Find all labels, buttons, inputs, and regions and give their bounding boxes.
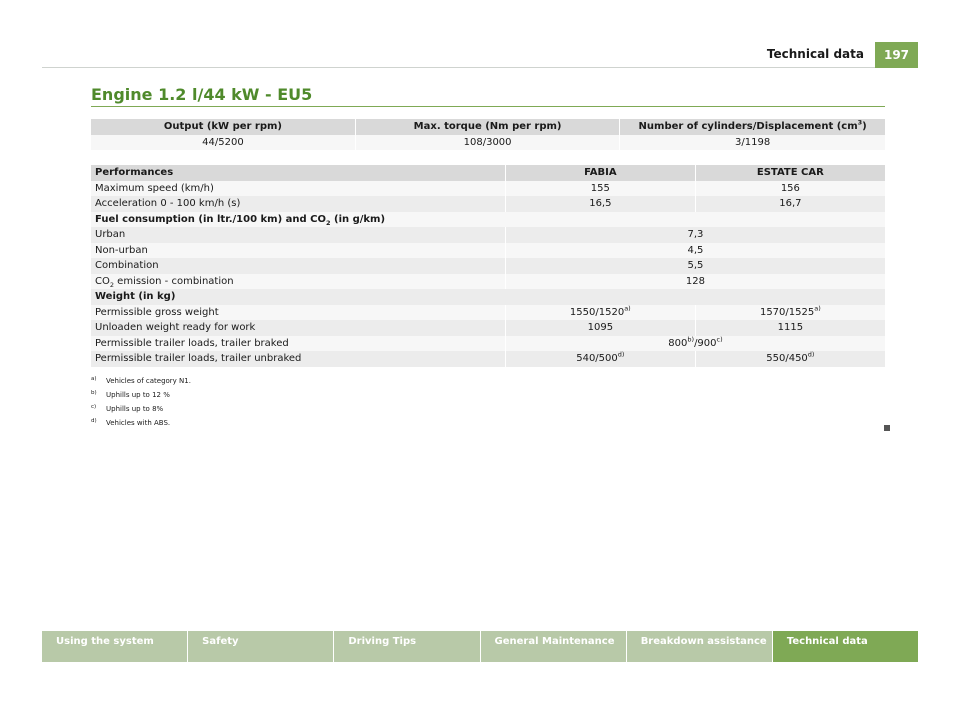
nav-tab-driving-tips[interactable]: Driving Tips xyxy=(334,631,481,662)
footnote: c) Uphills up to 8% xyxy=(91,404,164,413)
cylinders-header: Number of cylinders/Displacement (cm3) xyxy=(619,119,885,135)
merged-value: 5,5 xyxy=(504,258,885,274)
nav-tab-technical-data[interactable]: Technical data xyxy=(772,631,919,662)
torque-value: 108/3000 xyxy=(354,134,620,150)
fabia-value: 1095 xyxy=(504,320,696,336)
row-label: Non-urban xyxy=(91,242,506,258)
estate-value: 1570/1525a) xyxy=(694,304,885,320)
row-label: Permissible trailer loads, trailer unbra… xyxy=(91,351,506,367)
weight-heading: Weight (in kg) xyxy=(91,289,885,305)
row-label: Urban xyxy=(91,227,506,243)
table-row: Unloaden weight ready for work 1095 1115 xyxy=(91,320,885,336)
estate-value: 1115 xyxy=(694,320,885,336)
estate-value: 156 xyxy=(694,180,885,196)
table-row: Maximum speed (km/h) 155 156 xyxy=(91,180,885,196)
row-label: CO2 emission - combination xyxy=(91,273,506,289)
page-title: Engine 1.2 l/44 kW - EU5 xyxy=(91,85,313,104)
estate-header: ESTATE CAR xyxy=(694,165,885,181)
footnotes: a) Vehicles of category N1. b) Uphills up … xyxy=(91,376,191,432)
merged-value: 4,5 xyxy=(504,242,885,258)
nav-tab-using-the-system[interactable]: Using the system xyxy=(42,631,189,662)
nav-tab-general-maintenance[interactable]: General Maintenance xyxy=(480,631,627,662)
section-heading-row: Fuel consumption (in ltr./100 km) and CO… xyxy=(91,211,885,227)
row-label: Combination xyxy=(91,258,506,274)
output-value: 44/5200 xyxy=(91,134,356,150)
fuel-heading: Fuel consumption (in ltr./100 km) and CO… xyxy=(91,211,885,227)
section-heading-row: Weight (in kg) xyxy=(91,289,885,305)
nav-tab-breakdown-assistance[interactable]: Breakdown assistance xyxy=(626,631,773,662)
footnote: a) Vehicles of category N1. xyxy=(91,376,191,385)
torque-header: Max. torque (Nm per rpm) xyxy=(354,119,620,135)
section-end-square-icon xyxy=(884,425,890,431)
title-rule xyxy=(91,106,885,107)
row-label: Permissible trailer loads, trailer brake… xyxy=(91,335,506,351)
output-header: Output (kW per rpm) xyxy=(91,119,356,135)
table-row: Urban 7,3 xyxy=(91,227,885,243)
table-row: Combination 5,5 xyxy=(91,258,885,274)
table-row: Permissible trailer loads, trailer unbra… xyxy=(91,351,885,367)
table-row: Permissible trailer loads, trailer brake… xyxy=(91,335,885,351)
row-label: Unloaden weight ready for work xyxy=(91,320,506,336)
section-title: Technical data xyxy=(766,47,864,61)
fabia-value: 155 xyxy=(504,180,696,196)
cylinders-value: 3/1198 xyxy=(619,134,885,150)
engine-table-header: Output (kW per rpm) Max. torque (Nm per … xyxy=(91,119,885,135)
performance-table-header: Performances FABIA ESTATE CAR xyxy=(91,165,885,181)
fabia-value: 1550/1520a) xyxy=(504,304,696,320)
engine-table: Output (kW per rpm) Max. torque (Nm per … xyxy=(91,119,885,150)
fabia-value: 16,5 xyxy=(504,196,696,212)
table-row: Permissible gross weight 1550/1520a) 157… xyxy=(91,304,885,320)
header-rule xyxy=(42,67,918,68)
table-row: CO2 emission - combination 128 xyxy=(91,273,885,289)
table-row: Acceleration 0 - 100 km/h (s) 16,5 16,7 xyxy=(91,196,885,212)
merged-value: 7,3 xyxy=(504,227,885,243)
row-label: Permissible gross weight xyxy=(91,304,506,320)
bottom-nav: Using the system Safety Driving Tips Gen… xyxy=(42,631,919,662)
estate-value: 16,7 xyxy=(694,196,885,212)
page-number: 197 xyxy=(875,42,918,68)
fabia-value: 540/500d) xyxy=(504,351,696,367)
row-label: Acceleration 0 - 100 km/h (s) xyxy=(91,196,506,212)
table-row: Non-urban 4,5 xyxy=(91,242,885,258)
fabia-header: FABIA xyxy=(504,165,696,181)
performances-header: Performances xyxy=(91,165,506,181)
row-label: Maximum speed (km/h) xyxy=(91,180,506,196)
footnote: b) Uphills up to 12 % xyxy=(91,390,170,399)
merged-value: 128 xyxy=(504,273,885,289)
merged-value: 800b)/900c) xyxy=(504,335,885,351)
engine-table-row: 44/5200 108/3000 3/1198 xyxy=(91,134,885,150)
estate-value: 550/450d) xyxy=(694,351,885,367)
performance-table: Performances FABIA ESTATE CAR Maximum sp… xyxy=(91,165,885,367)
footnote: d) Vehicles with ABS. xyxy=(91,418,171,427)
nav-tab-safety[interactable]: Safety xyxy=(188,631,335,662)
